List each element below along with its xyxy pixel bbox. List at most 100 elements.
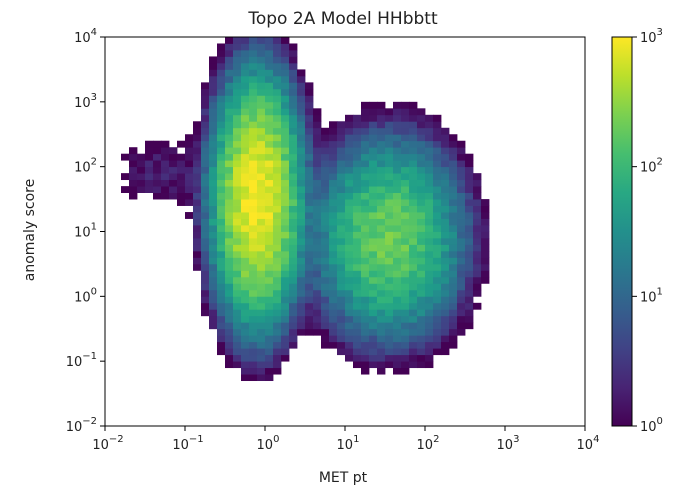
heatmap-cell: [393, 322, 402, 330]
heatmap-cell: [321, 127, 330, 135]
heatmap-cell: [409, 127, 418, 135]
heatmap-cell: [257, 95, 266, 103]
heatmap-cell: [345, 192, 354, 200]
heatmap-cell: [369, 225, 378, 232]
heatmap-cell: [361, 354, 370, 362]
heatmap-cell: [369, 309, 378, 317]
heatmap-cell: [265, 49, 274, 57]
heatmap-cell: [217, 244, 226, 252]
heatmap-cell: [401, 322, 410, 330]
heatmap-cell: [313, 283, 322, 291]
heatmap-cell: [145, 179, 154, 187]
heatmap-cell: [417, 160, 426, 168]
y-tick-label: 10−1: [66, 351, 97, 370]
heatmap-cell: [193, 257, 202, 265]
heatmap-cell: [241, 62, 250, 70]
heatmap-cell: [185, 179, 194, 187]
heatmap-cell: [241, 218, 250, 226]
heatmap-cell: [257, 49, 266, 57]
heatmap-cell: [353, 153, 362, 161]
heatmap-cell: [297, 270, 306, 278]
heatmap-cell: [409, 173, 418, 181]
heatmap-cell: [265, 166, 274, 174]
heatmap-cell: [265, 231, 274, 239]
heatmap-cell: [385, 199, 394, 206]
heatmap-cell: [241, 237, 250, 245]
heatmap-cell: [353, 250, 362, 258]
heatmap-cell: [393, 270, 402, 278]
heatmap-cell: [369, 134, 378, 142]
heatmap-cell: [409, 257, 418, 265]
heatmap-cell: [377, 302, 386, 310]
heatmap-cell: [353, 296, 362, 304]
heatmap-cell: [281, 263, 290, 271]
heatmap-cell: [465, 270, 474, 278]
heatmap-cell: [273, 108, 282, 116]
heatmap-cell: [281, 121, 290, 129]
heatmap-cell: [353, 341, 362, 349]
heatmap-cell: [425, 250, 434, 258]
heatmap-cell: [401, 166, 410, 174]
heatmap-cell: [249, 276, 258, 284]
heatmap-cell: [185, 173, 194, 181]
heatmap-cell: [329, 244, 338, 252]
heatmap-cell: [361, 231, 370, 239]
heatmap-cell: [289, 341, 298, 349]
heatmap-cell: [201, 257, 210, 265]
heatmap-cell: [417, 341, 426, 349]
heatmap-cell: [329, 296, 338, 304]
heatmap-cell: [193, 153, 202, 161]
heatmap-cell: [281, 37, 290, 44]
heatmap-cell: [257, 328, 266, 336]
heatmap-cell: [201, 140, 210, 148]
heatmap-cell: [377, 101, 386, 109]
heatmap-cell: [249, 257, 258, 265]
heatmap-cell: [209, 315, 218, 323]
heatmap-cell: [249, 192, 258, 200]
heatmap-cell: [345, 322, 354, 330]
heatmap-cell: [177, 140, 186, 148]
heatmap-cell: [345, 289, 354, 297]
heatmap-cell: [377, 134, 386, 142]
heatmap-cell: [401, 140, 410, 148]
heatmap-cell: [417, 289, 426, 297]
heatmap-cell: [193, 225, 202, 232]
heatmap-cell: [457, 315, 466, 323]
heatmap-cell: [249, 114, 258, 122]
heatmap-cell: [265, 348, 274, 356]
heatmap-cell: [441, 250, 450, 258]
heatmap-cell: [201, 95, 210, 103]
heatmap-cell: [425, 315, 434, 323]
heatmap-cell: [473, 218, 482, 226]
heatmap-cell: [193, 186, 202, 193]
heatmap-cell: [233, 121, 242, 129]
heatmap-cell: [249, 62, 258, 70]
heatmap-cell: [329, 147, 338, 155]
heatmap-cell: [265, 328, 274, 336]
heatmap-cell: [289, 328, 298, 336]
heatmap-cell: [193, 218, 202, 226]
heatmap-cell: [217, 341, 226, 349]
heatmap-cell: [297, 328, 306, 336]
heatmap-cell: [377, 328, 386, 336]
heatmap-cell: [409, 114, 418, 122]
heatmap-cell: [217, 263, 226, 271]
heatmap-cell: [305, 147, 314, 155]
heatmap-cell: [353, 205, 362, 213]
heatmap-cell: [337, 179, 346, 187]
heatmap-cell: [385, 192, 394, 200]
heatmap-cell: [353, 212, 362, 219]
heatmap-cell: [265, 322, 274, 330]
heatmap-cell: [281, 283, 290, 291]
heatmap-cell: [273, 289, 282, 297]
heatmap-cell: [241, 192, 250, 200]
heatmap-cell: [361, 341, 370, 349]
heatmap-cell: [345, 348, 354, 356]
heatmap-cell: [249, 244, 258, 252]
heatmap-cell: [417, 361, 426, 369]
heatmap-cell: [137, 160, 146, 168]
heatmap-cell: [393, 302, 402, 310]
heatmap-cell: [409, 192, 418, 200]
heatmap-cell: [385, 127, 394, 135]
